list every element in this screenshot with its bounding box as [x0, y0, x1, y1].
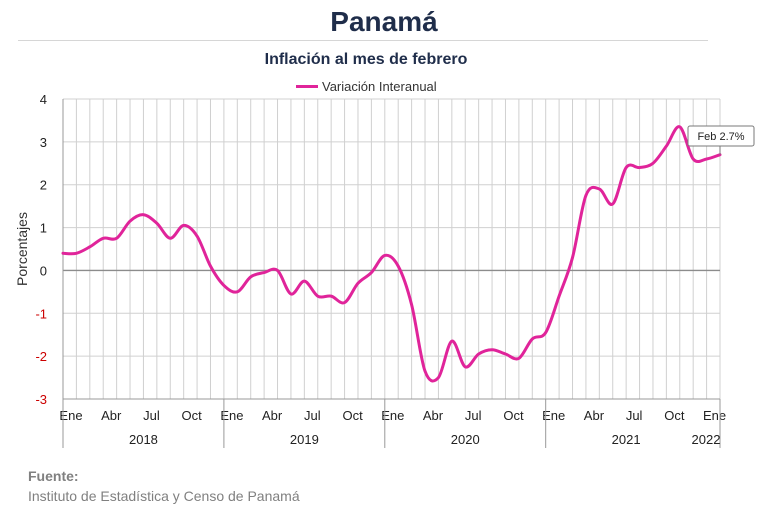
- data-point: [491, 349, 493, 351]
- legend-label: Variación Interanual: [322, 79, 437, 94]
- y-tick-label: 2: [40, 178, 47, 193]
- data-point: [692, 158, 694, 160]
- annotation-label: Feb 2.7%: [697, 131, 744, 143]
- source-text: Instituto de Estadística y Censo de Pana…: [28, 488, 300, 504]
- y-tick-label: 3: [40, 135, 47, 150]
- x-tick-label: Abr: [262, 408, 283, 423]
- data-point: [571, 256, 573, 258]
- source-label: Fuente:: [28, 468, 79, 484]
- data-point: [504, 353, 506, 355]
- legend: Variación Interanual: [296, 79, 437, 94]
- data-point: [75, 252, 77, 254]
- data-point: [129, 220, 131, 222]
- data-point: [665, 145, 667, 147]
- data-point: [531, 338, 533, 340]
- data-point: [638, 166, 640, 168]
- data-point: [102, 237, 104, 239]
- data-point: [142, 214, 144, 216]
- data-point: [303, 280, 305, 282]
- data-point: [585, 194, 587, 196]
- y-tick-label: -2: [35, 349, 47, 364]
- data-point: [451, 340, 453, 342]
- y-tick-label: 4: [40, 92, 47, 107]
- data-point: [612, 203, 614, 205]
- x-tick-label: Oct: [182, 408, 203, 423]
- year-label: 2021: [612, 432, 641, 447]
- x-tick-label: Oct: [664, 408, 685, 423]
- data-point: [652, 162, 654, 164]
- y-tick-label: 1: [40, 221, 47, 236]
- x-tick-label: Jul: [143, 408, 160, 423]
- x-tick-label: Ene: [381, 408, 404, 423]
- x-tick-label: Ene: [59, 408, 82, 423]
- data-point: [276, 269, 278, 271]
- data-point: [370, 271, 372, 273]
- x-tick-label: Ene: [703, 408, 726, 423]
- data-point: [397, 265, 399, 267]
- data-point: [223, 284, 225, 286]
- x-tick-label: Abr: [101, 408, 122, 423]
- data-point: [156, 222, 158, 224]
- x-tick-label: Oct: [342, 408, 363, 423]
- x-tick-label: Jul: [304, 408, 321, 423]
- series-line-variacion-interanual: [61, 125, 722, 383]
- data-point: [477, 353, 479, 355]
- data-point: [424, 370, 426, 372]
- y-tick-label: -3: [35, 392, 47, 407]
- y-tick-label: 0: [40, 263, 47, 278]
- data-point: [705, 158, 707, 160]
- data-point: [115, 237, 117, 239]
- data-point: [357, 282, 359, 284]
- data-point: [62, 252, 64, 254]
- x-tick-label: Jul: [465, 408, 482, 423]
- data-point: [544, 331, 546, 333]
- data-point: [330, 295, 332, 297]
- data-point: [263, 271, 265, 273]
- data-point: [464, 366, 466, 368]
- data-point: [182, 224, 184, 226]
- data-point: [317, 295, 319, 297]
- data-point: [343, 301, 345, 303]
- data-point: [236, 291, 238, 293]
- x-tick-label: Oct: [503, 408, 524, 423]
- title-divider: [18, 40, 708, 41]
- chart-subtitle: Inflación al mes de febrero: [264, 51, 468, 68]
- data-point: [558, 295, 560, 297]
- data-point: [196, 235, 198, 237]
- chart-title: Panamá: [330, 6, 438, 37]
- year-label: 2018: [129, 432, 158, 447]
- data-point: [437, 376, 439, 378]
- data-point: [410, 304, 412, 306]
- data-point: [290, 293, 292, 295]
- x-tick-label: Ene: [542, 408, 565, 423]
- year-label: 2019: [290, 432, 319, 447]
- data-point: [598, 188, 600, 190]
- x-tick-label: Jul: [626, 408, 643, 423]
- x-tick-label: Ene: [220, 408, 243, 423]
- data-point: [250, 276, 252, 278]
- data-point: [518, 357, 520, 359]
- legend-swatch: [296, 85, 318, 88]
- data-point: [625, 166, 627, 168]
- data-point: [169, 237, 171, 239]
- data-point: [209, 265, 211, 267]
- data-point: [384, 254, 386, 256]
- y-tick-label: -1: [35, 306, 47, 321]
- data-point: [679, 126, 681, 128]
- year-label: 2022: [692, 432, 721, 447]
- annotation-box: [687, 125, 755, 147]
- y-axis-title: Porcentajes: [14, 212, 30, 286]
- data-point: [89, 246, 91, 248]
- x-tick-label: Abr: [584, 408, 605, 423]
- year-label: 2020: [451, 432, 480, 447]
- x-tick-label: Abr: [423, 408, 444, 423]
